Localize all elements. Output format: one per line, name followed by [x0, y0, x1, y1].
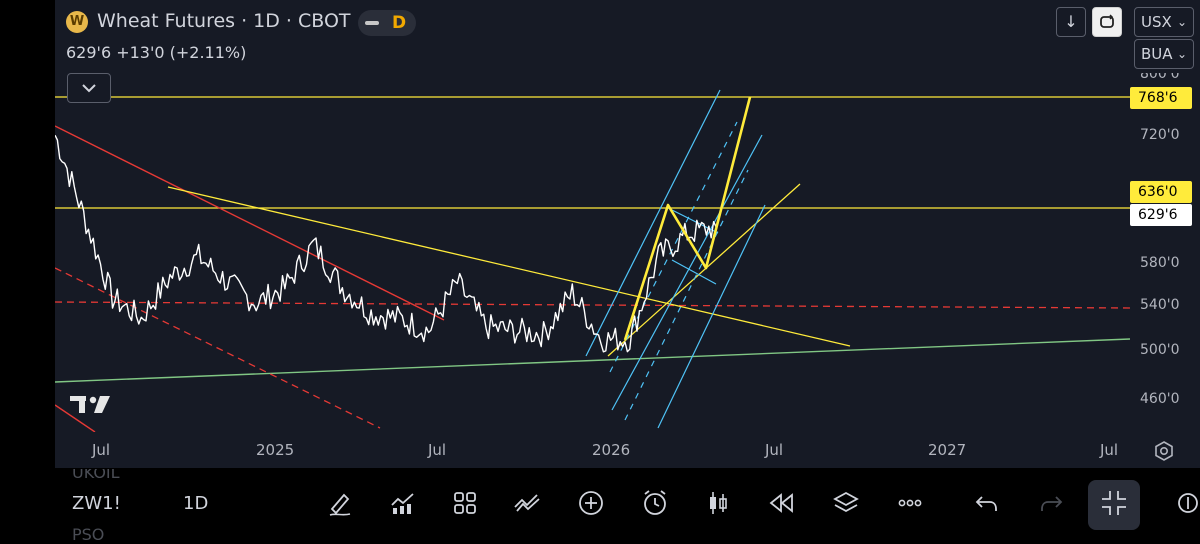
chart-type-icon[interactable]: [704, 489, 732, 517]
long-term-trendline: [55, 338, 1130, 383]
y-tick-label: 460'0: [1140, 391, 1180, 407]
currency-label: USX: [1141, 13, 1172, 31]
left-margin: [0, 0, 55, 468]
fullscreen-exit-button[interactable]: [1088, 480, 1140, 530]
y-tick-label: 720'0: [1140, 127, 1180, 143]
more-icon[interactable]: [896, 489, 924, 517]
symbol-label[interactable]: ZW1!: [72, 493, 121, 514]
price-series-line: [55, 134, 717, 353]
unit-label: BUA: [1141, 45, 1173, 63]
x-tick-label: 2027: [928, 441, 967, 459]
level-price-tag[interactable]: 636'0: [1130, 181, 1192, 203]
trend-icon[interactable]: [513, 489, 541, 517]
indicators-icon[interactable]: [389, 489, 417, 517]
chart-area[interactable]: [55, 0, 1130, 432]
alert-icon[interactable]: [641, 489, 669, 517]
tradingview-logo-icon: [70, 396, 110, 413]
unit-selector[interactable]: BUA ⌄: [1134, 39, 1194, 69]
x-tick-label: Jul: [92, 441, 111, 459]
replay-icon[interactable]: [768, 489, 796, 517]
bottom-toolbar: [0, 468, 1200, 540]
price-axis[interactable]: [1130, 0, 1200, 468]
x-tick-label: Jul: [765, 441, 784, 459]
wheat-symbol-icon: W: [66, 11, 88, 33]
mode-label: D: [391, 13, 407, 33]
support-dashed-line: [55, 301, 1130, 309]
layers-icon[interactable]: [832, 489, 860, 517]
y-tick-label: 500'0: [1140, 342, 1180, 358]
chevron-down-icon: ⌄: [1176, 15, 1187, 29]
red-line-corner: [55, 404, 96, 432]
interval-label[interactable]: 1D: [183, 493, 209, 514]
target-price-tag[interactable]: 768'6: [1130, 87, 1192, 109]
chevron-down-icon: ⌄: [1176, 47, 1187, 61]
chevron-down-icon: [82, 84, 96, 93]
last-price-tag[interactable]: 629'6: [1130, 204, 1192, 226]
settings-icon[interactable]: [1153, 440, 1175, 462]
x-tick-label: 2025: [256, 441, 295, 459]
layouts-icon[interactable]: [451, 489, 479, 517]
x-tick-label: Jul: [1100, 441, 1119, 459]
time-axis[interactable]: [55, 432, 1130, 468]
undo-icon[interactable]: [973, 489, 1001, 517]
y-tick-label: 540'0: [1140, 297, 1180, 313]
add-icon[interactable]: [577, 489, 605, 517]
refresh-button[interactable]: [1092, 7, 1122, 37]
price-change-line: 629'6 +13'0 (+2.11%): [66, 43, 247, 62]
redo-icon[interactable]: [1037, 489, 1065, 517]
y-tick-label: 800'0: [1140, 66, 1180, 82]
x-tick-label: Jul: [428, 441, 447, 459]
downtrend-dashed-line: [55, 267, 381, 429]
minus-icon: [365, 21, 379, 25]
ascending-channel: [585, 89, 766, 429]
y-tick-label: 580'0: [1140, 255, 1180, 271]
chart-canvas[interactable]: [55, 0, 1130, 432]
x-tick-label: 2026: [592, 441, 631, 459]
watchlist-next-symbol[interactable]: PSO: [72, 525, 105, 544]
currency-selector[interactable]: USX ⌄: [1134, 7, 1194, 37]
watchlist-icon[interactable]: [1174, 489, 1200, 517]
collapse-legend-button[interactable]: [67, 73, 111, 103]
download-button[interactable]: ↓: [1056, 7, 1086, 37]
chart-title[interactable]: Wheat Futures · 1D · CBOT: [97, 10, 351, 32]
triangle-upper-line: [167, 186, 851, 347]
downtrend-line: [55, 125, 445, 321]
rising-support-line: [607, 183, 801, 357]
refresh-icon: [1100, 14, 1114, 28]
projection-path: [623, 96, 752, 341]
watchlist-prev-symbol[interactable]: UKOIL: [72, 463, 120, 482]
draw-icon[interactable]: [326, 489, 354, 517]
fullscreen-exit-icon: [1102, 491, 1126, 515]
